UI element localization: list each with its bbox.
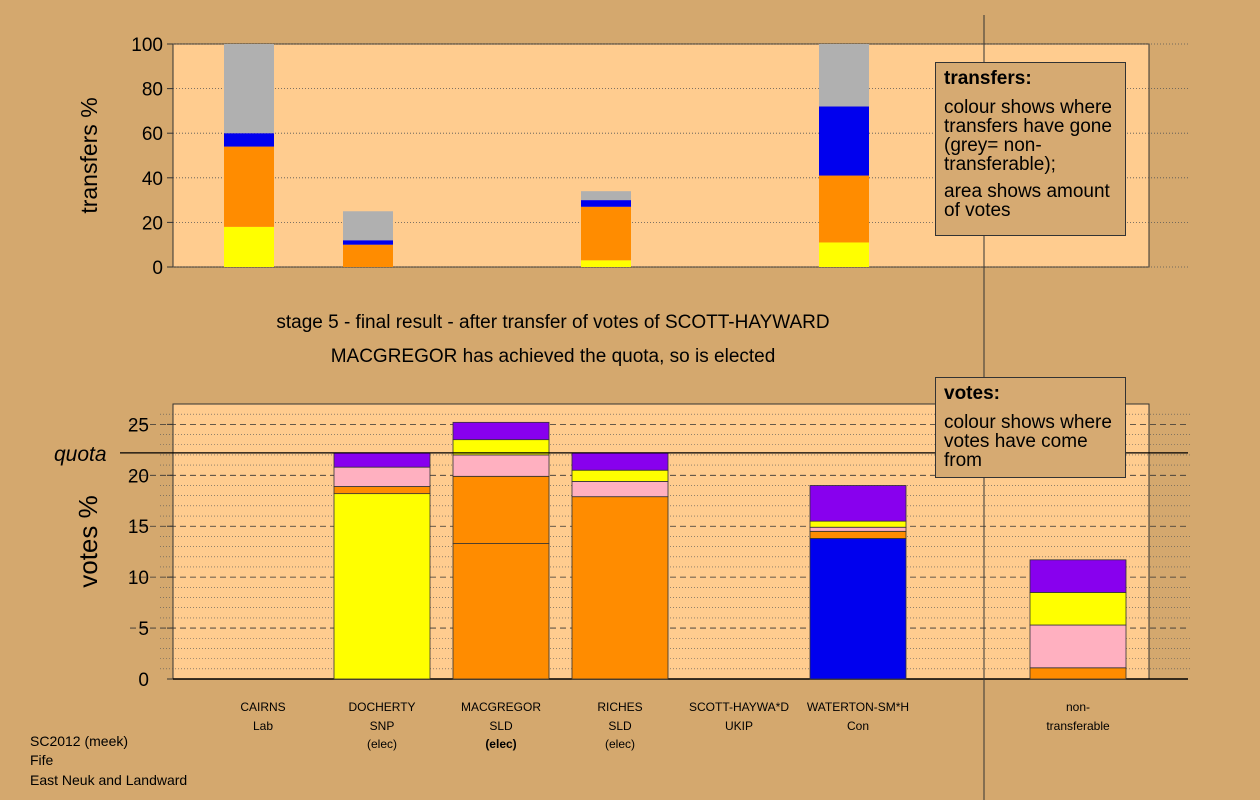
votes-bar-segment [809, 526, 907, 532]
votes-bar-segment [571, 496, 669, 680]
footer-council: Fife [30, 752, 54, 768]
votes-legend: votes: colour shows where votes have com… [935, 377, 1126, 478]
votes-bar-segment [452, 454, 550, 477]
transfers-tick-label: 20 [142, 213, 163, 234]
transfers-bar-segment [819, 106, 869, 176]
transfers-tick-label: 80 [142, 80, 163, 101]
votes-bar-segment [333, 466, 431, 487]
transfers-bar-segment [224, 146, 274, 227]
votes-legend-title: votes: [944, 383, 1000, 404]
votes-bar-segment [571, 481, 669, 498]
transfers-bar-segment [581, 200, 631, 207]
votes-tick-label: 25 [128, 415, 149, 436]
candidate-party-label: Con [847, 719, 869, 733]
votes-legend-text: colour shows where votes have come from [944, 412, 1112, 471]
candidate-status-label: (elec) [485, 737, 516, 751]
stage-caption: stage 5 - final result - after transfer … [276, 312, 830, 333]
transfers-legend-text: colour shows where transfers have gone (… [944, 97, 1112, 175]
candidate-name-label: RICHES [597, 700, 642, 714]
transfers-bar-segment [819, 242, 869, 267]
candidate-status-label: (elec) [605, 737, 635, 751]
votes-bar-segment [809, 485, 907, 522]
transfers-bar-segment [581, 191, 631, 201]
candidate-name-label: MACGREGOR [461, 700, 541, 714]
non-transferable-segment [1029, 667, 1127, 680]
non-transferable-segment [1029, 559, 1127, 593]
transfers-bar-segment [343, 240, 393, 245]
transfers-bar-segment [819, 44, 869, 107]
votes-bar-segment [333, 452, 431, 468]
transfers-legend-title: transfers: [944, 68, 1032, 89]
candidate-status-label: (elec) [367, 737, 397, 751]
candidate-name-label: WATERTON-SM*H [807, 700, 909, 714]
transfers-tick-label: 100 [131, 35, 163, 56]
transfers-bar-segment [581, 206, 631, 261]
footer-ward: East Neuk and Landward [30, 772, 188, 788]
votes-bar-segment [809, 538, 907, 680]
candidate-name-label: CAIRNS [240, 700, 285, 714]
transfers-bar-segment [224, 44, 274, 134]
votes-bar-segment [571, 452, 669, 471]
votes-tick-label: 10 [128, 568, 149, 589]
candidate-party-label: SNP [370, 719, 395, 733]
transfers-tick-label: 0 [152, 258, 163, 279]
footer-election: SC2012 (meek) [30, 733, 129, 749]
votes-tick-label: 0 [138, 670, 149, 691]
transfers-bar-segment [224, 226, 274, 267]
candidate-party-label: SLD [489, 719, 513, 733]
transfers-tick-label: 60 [142, 124, 163, 145]
transfers-legend-area-text: area shows amount of votes [944, 181, 1110, 221]
quota-label: quota [54, 443, 107, 466]
votes-tick-label: 5 [138, 619, 149, 640]
votes-bar-segment [571, 469, 669, 482]
votes-tick-label: 15 [128, 517, 149, 538]
votes-bar-segment [452, 475, 550, 544]
votes-bar-segment [809, 530, 907, 539]
non-transferable-segment [1029, 592, 1127, 626]
candidate-party-label: SLD [608, 719, 632, 733]
non-transferable-label: transferable [1046, 719, 1110, 733]
votes-bar-segment [452, 421, 550, 441]
transfers-tick-label: 40 [142, 169, 163, 190]
candidate-party-label: UKIP [725, 719, 753, 733]
transfers-bar-segment [343, 244, 393, 267]
candidate-name-label: SCOTT-HAYWA*D [689, 700, 789, 714]
candidate-name-label: DOCHERTY [348, 700, 415, 714]
result-caption: MACGREGOR has achieved the quota, so is … [330, 346, 776, 367]
votes-bar-segment [333, 486, 431, 495]
transfers-y-axis-label: transfers % [76, 97, 102, 213]
votes-bar-segment [452, 543, 550, 680]
votes-tick-label: 20 [128, 466, 149, 487]
transfers-legend: transfers: colour shows where transfers … [935, 62, 1126, 236]
non-transferable-label: non- [1066, 700, 1090, 714]
votes-bar-segment [809, 520, 907, 528]
non-transferable-segment [1029, 624, 1127, 669]
votes-bar-segment [333, 493, 431, 680]
votes-y-axis-label: votes % [73, 495, 103, 588]
transfers-bar-segment [581, 260, 631, 267]
transfers-bar-segment [343, 211, 393, 241]
candidate-party-label: Lab [253, 719, 273, 733]
transfers-bar-segment [224, 133, 274, 147]
transfers-bar-segment [819, 175, 869, 243]
